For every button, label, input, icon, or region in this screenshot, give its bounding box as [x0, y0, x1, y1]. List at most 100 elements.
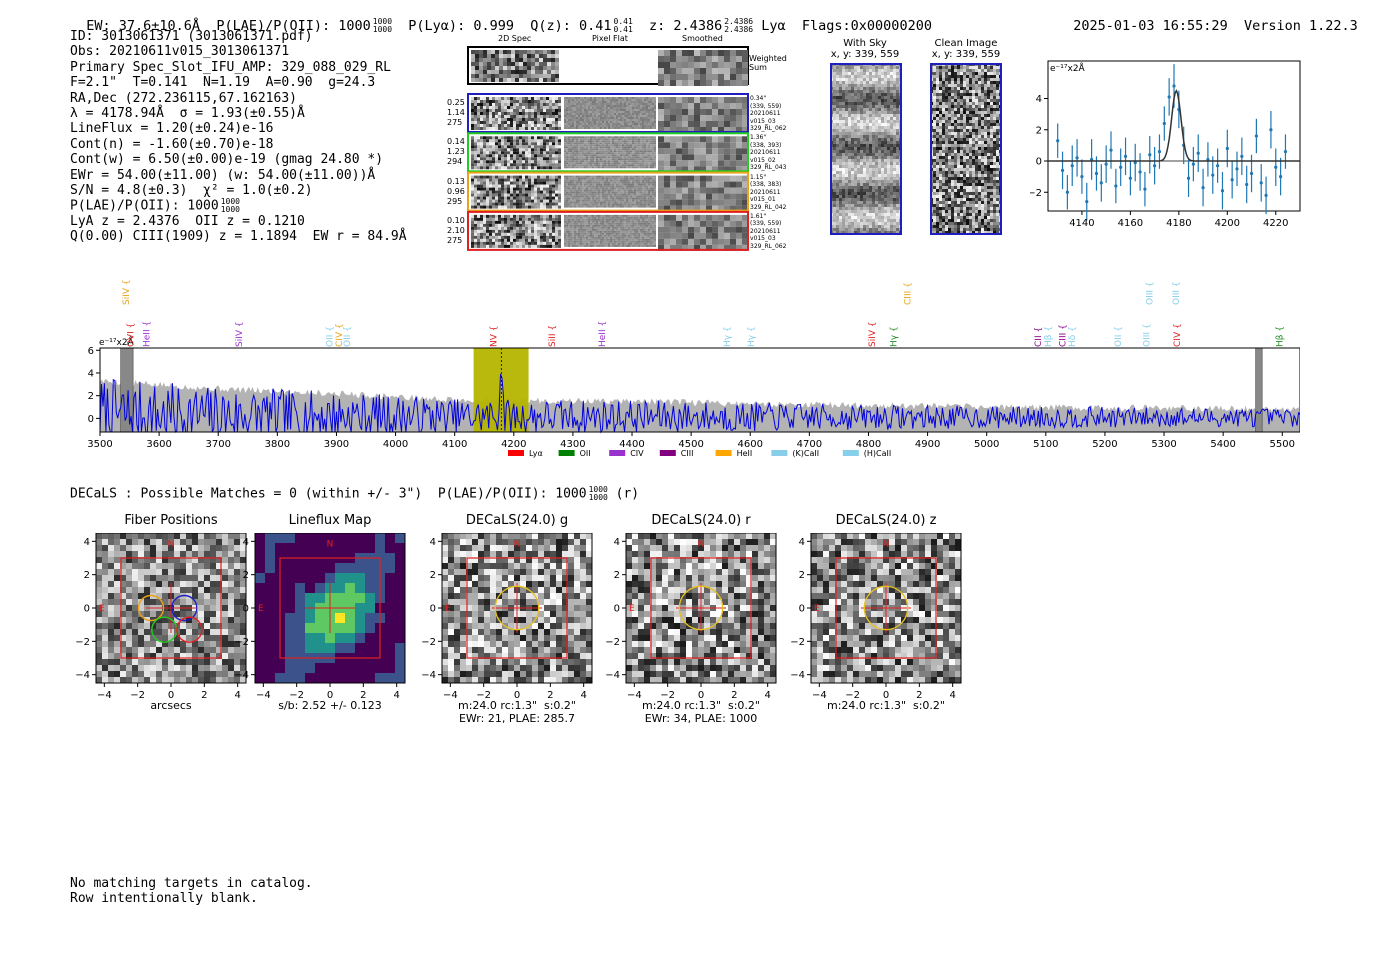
data-point [1191, 162, 1195, 166]
x-tick-label: 4100 [442, 439, 467, 450]
data-point [1056, 139, 1060, 143]
emission-line-label: CIII { [1058, 324, 1068, 347]
x-tick-label: 0 [327, 690, 333, 701]
east-label: E [814, 604, 820, 614]
y-tick-label: −2 [605, 637, 620, 648]
legend-label: Lyα [529, 449, 543, 458]
data-point [1123, 154, 1128, 158]
y-tick-label: 2 [243, 570, 249, 581]
emission-line-label: CIII { [903, 282, 913, 305]
legend-label: OII [580, 449, 591, 458]
data-point [1240, 154, 1244, 158]
emission-line-label: OIII { [1172, 281, 1182, 305]
cutout-row-frame [467, 93, 749, 133]
emission-line-label: HeII { [143, 321, 153, 347]
x-tick-label: 4400 [619, 439, 644, 450]
header-version: Version 1.22.3 [1243, 18, 1358, 34]
y-tick-label: 2 [1036, 125, 1042, 136]
emission-line-label: HeII { [598, 321, 608, 347]
emission-line-label: OVI { [127, 323, 137, 347]
cutout-col-smoothed: Smoothed [682, 34, 723, 43]
north-label: N [698, 539, 705, 549]
data-point [1138, 170, 1142, 174]
data-point [1162, 121, 1166, 126]
x-tick-label: 4180 [1166, 218, 1191, 229]
x-tick-label: −4 [256, 690, 271, 701]
aperture-circle [678, 585, 724, 631]
x-tick-label: 4140 [1069, 218, 1094, 229]
data-point [1133, 160, 1137, 165]
x-tick-label: −2 [289, 690, 304, 701]
x-tick-label: 4900 [915, 439, 940, 450]
x-tick-label: 3800 [265, 439, 290, 450]
x-tick-label: 0 [883, 690, 889, 701]
footer-note: No matching targets in catalog. Row inten… [70, 876, 313, 906]
info-spec: Primary Spec_Slot_IFU_AMP: 329_088_029_R… [70, 59, 391, 75]
data-point [1060, 168, 1065, 172]
header-line: Lyα [761, 18, 786, 34]
imaging-caption: m:24.0 rc:1.3" s:0.2" EWr: 34, PLAE: 1000 [642, 699, 760, 725]
x-tick-label: 4200 [501, 439, 526, 450]
x-tick-label: 4 [764, 690, 770, 701]
x-tick-label: 4160 [1118, 218, 1143, 229]
data-point [1211, 173, 1215, 177]
y-tick-label: 4 [243, 537, 249, 548]
legend-label: HeII [737, 449, 753, 458]
emission-line-label: SiIV { [122, 279, 132, 305]
cutout-row-right-label: 1.15" (338, 383) 20210611 v015_01 329_RL_042 [750, 173, 787, 211]
legend-swatch [771, 450, 788, 456]
emission-line-label: SiII { [548, 325, 558, 347]
x-tick-label: 0 [168, 690, 174, 701]
info-obs: Obs: 20210611v015_3013061371 [70, 44, 290, 60]
header-timestamp: 2025-01-03 16:55:29 [1073, 18, 1228, 34]
header-flags: Flags:0x00000200 [801, 18, 932, 34]
info-block: ID: 3013061371 (3013061371.pdf) Obs: 202… [70, 29, 407, 244]
masked-band [1255, 347, 1263, 433]
data-point [1085, 200, 1089, 204]
y-tick-label: −4 [421, 670, 436, 681]
data-point [1109, 148, 1113, 152]
y-tick-label: 6 [88, 346, 94, 357]
header-qz-frac: 0.41 0.41 [613, 17, 633, 34]
info-params: F=2.1" T=0.141 N=1.19 A=0.90 g=24.3 [70, 75, 376, 91]
clean-image-frame [930, 63, 1002, 235]
header-z-frac: 2.4386 2.4386 [724, 17, 754, 34]
x-tick-label: 4300 [560, 439, 585, 450]
data-point [1104, 162, 1108, 166]
emission-line-label: OIII { [1142, 323, 1152, 347]
x-tick-label: 5400 [1210, 439, 1235, 450]
info-lya: LyA z = 2.4376 OII z = 0.1210 [70, 213, 305, 229]
data-point [1235, 167, 1239, 171]
x-tick-label: 5100 [1033, 439, 1058, 450]
clean-image [930, 63, 1002, 235]
legend-label: (H)CaII [864, 449, 891, 458]
imaging-title: Fiber Positions [124, 513, 218, 528]
north-label: N [168, 539, 175, 549]
data-point [1220, 189, 1225, 193]
y-tick-label: 2 [614, 570, 620, 581]
x-tick-label: 4600 [738, 439, 763, 450]
x-tick-label: 2 [201, 690, 207, 701]
y-tick-label: 0 [243, 604, 249, 615]
x-tick-label: −2 [130, 690, 145, 701]
north-label: N [514, 539, 521, 549]
x-tick-label: 3600 [146, 439, 171, 450]
east-label: E [445, 604, 451, 614]
data-point [1167, 95, 1171, 99]
x-tick-label: 4 [234, 690, 240, 701]
emission-line-label: Hγ { [747, 326, 757, 347]
emission-line-label: SiIV { [235, 321, 245, 347]
x-tick-label: 4000 [383, 439, 408, 450]
search-box [120, 557, 222, 659]
emission-line-label: OII { [325, 326, 335, 347]
emission-line-label: SiIV { [868, 321, 878, 347]
header-plae: P(LAE)/P(OII): 1000 [216, 18, 371, 34]
info-q: Q(0.00) CIII(1909) z = 1.1894 EW r = 84.… [70, 229, 407, 245]
data-point [1196, 151, 1200, 155]
legend-swatch [609, 450, 626, 456]
imaging-caption: s/b: 2.52 +/- 0.123 [278, 699, 382, 712]
cutout-row-right-label: 1.61" (339, 559) 20210611 v015_03 329_RL_062 [750, 212, 787, 250]
y-tick-label: 4 [614, 537, 620, 548]
header-z: z: 2.4386 [649, 18, 723, 34]
data-point [1216, 164, 1220, 168]
